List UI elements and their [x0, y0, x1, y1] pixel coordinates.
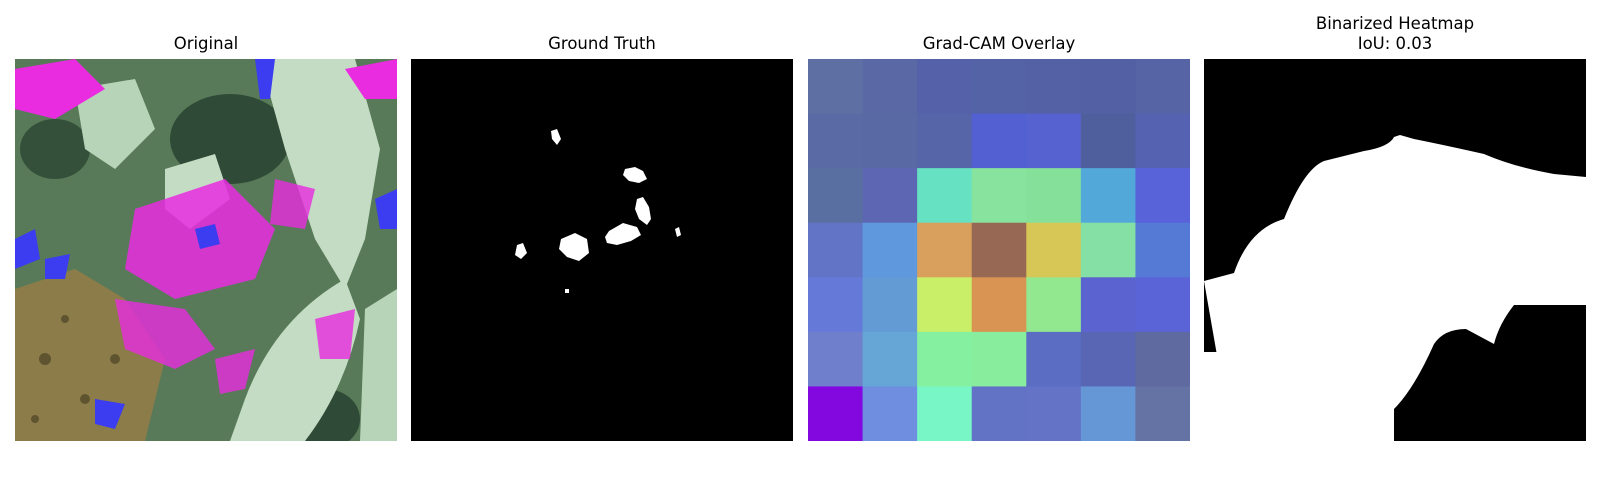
gradcam-overlay [808, 59, 1190, 441]
heatmap-cell [1135, 113, 1190, 169]
heatmap-cell [862, 168, 918, 224]
heatmap-cell [1135, 277, 1190, 333]
heatmap-cell [808, 277, 864, 333]
heatmap-cell [971, 386, 1027, 441]
ground-truth-mask [411, 59, 793, 441]
heatmap-cell [917, 59, 973, 115]
gradcam-panel: Grad-CAM Overlay [808, 0, 1190, 500]
heatmap-cell [1080, 59, 1136, 115]
heatmap-cell [1026, 331, 1082, 387]
heatmap-cell [808, 59, 864, 115]
gradcam-title: Grad-CAM Overlay [922, 34, 1076, 53]
heatmap-cell [1026, 113, 1082, 169]
heatmap-cell [917, 386, 973, 441]
heatmap-cell [1026, 386, 1082, 441]
heatmap-cell [917, 331, 973, 387]
heatmap-cell [1080, 386, 1136, 441]
binarized-title: Binarized Heatmap [1315, 14, 1475, 33]
heatmap-cell [917, 113, 973, 169]
heatmap-cell [808, 331, 864, 387]
heatmap-cell [971, 222, 1027, 278]
heatmap-cell [862, 113, 918, 169]
heatmap-cell [1026, 222, 1082, 278]
heatmap-cell [1135, 331, 1190, 387]
original-image [15, 59, 397, 441]
heatmap-cell [971, 59, 1027, 115]
heatmap-cell [917, 222, 973, 278]
original-title: Original [173, 34, 239, 53]
heatmap-cell [808, 113, 864, 169]
heatmap-cell [1026, 59, 1082, 115]
iou-label: IoU: 0.03 [1357, 34, 1433, 53]
heatmap-cell [971, 168, 1027, 224]
ground-truth-panel: Ground Truth [411, 0, 793, 500]
heatmap-cell [917, 277, 973, 333]
heatmap-cell [971, 113, 1027, 169]
heatmap-cell [1080, 222, 1136, 278]
heatmap-cell [1080, 331, 1136, 387]
heatmap-cell [1080, 113, 1136, 169]
heatmap-cell [971, 331, 1027, 387]
heatmap-cell [1135, 222, 1190, 278]
heatmap-cell [862, 222, 918, 278]
heatmap-cell [1080, 277, 1136, 333]
heatmap-cell [862, 277, 918, 333]
heatmap-cell [862, 331, 918, 387]
heatmap-cell [808, 222, 864, 278]
heatmap-cell [1135, 59, 1190, 115]
heatmap-cell [1135, 386, 1190, 441]
heatmap-cell [1135, 168, 1190, 224]
heatmap-cell [1026, 277, 1082, 333]
heatmap-cell [808, 168, 864, 224]
heatmap-cell [862, 386, 918, 441]
original-panel: Original [15, 0, 397, 500]
binarized-panel: Binarized Heatmap IoU: 0.03 [1204, 0, 1586, 500]
heatmap-cell [917, 168, 973, 224]
heatmap-cell [1080, 168, 1136, 224]
ground-truth-title: Ground Truth [548, 34, 656, 53]
heatmap-cell [1026, 168, 1082, 224]
heatmap-cell [808, 386, 864, 441]
binarized-mask [1204, 59, 1586, 441]
heatmap-cell [971, 277, 1027, 333]
heatmap-cell [862, 59, 918, 115]
